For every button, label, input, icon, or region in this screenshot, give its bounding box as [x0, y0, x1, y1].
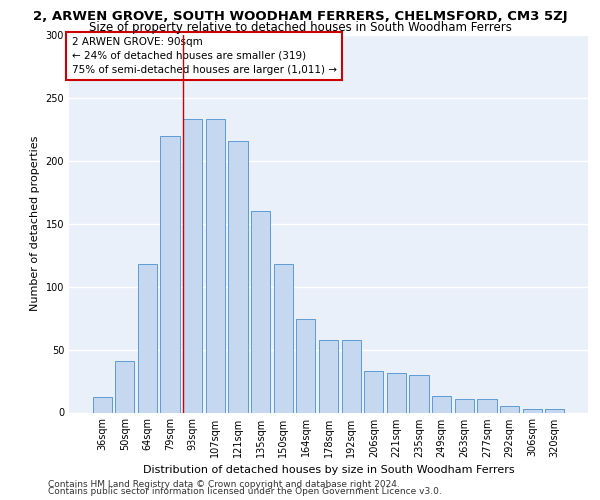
Y-axis label: Number of detached properties: Number of detached properties	[30, 136, 40, 312]
Text: Contains public sector information licensed under the Open Government Licence v3: Contains public sector information licen…	[48, 487, 442, 496]
Bar	[160, 136, 180, 412]
Bar	[229, 140, 248, 412]
Bar	[251, 211, 270, 412]
Bar	[500, 406, 519, 412]
Bar	[387, 374, 406, 412]
Bar	[409, 375, 428, 412]
Bar	[138, 264, 157, 412]
Text: Contains HM Land Registry data © Crown copyright and database right 2024.: Contains HM Land Registry data © Crown c…	[48, 480, 400, 489]
Bar	[206, 120, 225, 412]
Bar	[92, 398, 112, 412]
Bar	[545, 408, 565, 412]
Bar	[523, 408, 542, 412]
Bar	[296, 320, 316, 412]
Bar	[477, 398, 497, 412]
Bar	[183, 120, 202, 412]
Text: 2, ARWEN GROVE, SOUTH WOODHAM FERRERS, CHELMSFORD, CM3 5ZJ: 2, ARWEN GROVE, SOUTH WOODHAM FERRERS, C…	[32, 10, 568, 23]
Bar	[432, 396, 451, 412]
Bar	[364, 371, 383, 412]
X-axis label: Distribution of detached houses by size in South Woodham Ferrers: Distribution of detached houses by size …	[143, 465, 514, 475]
Bar	[455, 398, 474, 412]
Text: 2 ARWEN GROVE: 90sqm
← 24% of detached houses are smaller (319)
75% of semi-deta: 2 ARWEN GROVE: 90sqm ← 24% of detached h…	[71, 37, 337, 75]
Bar	[274, 264, 293, 412]
Text: Size of property relative to detached houses in South Woodham Ferrers: Size of property relative to detached ho…	[89, 22, 511, 35]
Bar	[115, 361, 134, 412]
Bar	[341, 340, 361, 412]
Bar	[319, 340, 338, 412]
